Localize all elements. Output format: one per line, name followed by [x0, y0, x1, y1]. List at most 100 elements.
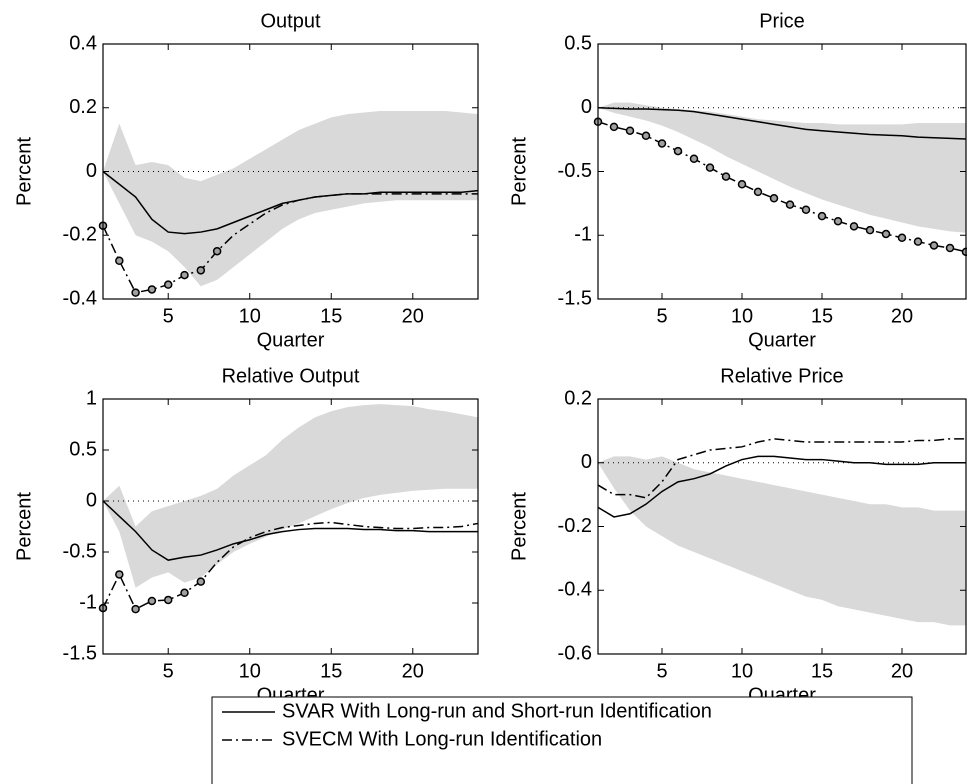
series-line	[102, 170, 479, 235]
series-marker	[212, 246, 222, 256]
confidence-band	[103, 110, 478, 287]
y-tick-label: -1	[574, 224, 592, 246]
confidence-band	[598, 456, 966, 626]
series-marker	[929, 241, 939, 250]
series-marker	[833, 216, 843, 226]
x-tick-label: 5	[656, 660, 667, 682]
legend: SVAR With Long-run and Short-run Identif…	[211, 696, 913, 784]
legend-label: SVECM With Long-run Identification	[282, 728, 602, 750]
y-tick-label: -0.5	[63, 540, 97, 562]
series-marker	[817, 211, 827, 221]
series-marker	[849, 222, 859, 231]
y-axis-label: Percent	[508, 137, 530, 206]
x-tick-label: 15	[320, 305, 342, 327]
axes-frame	[102, 398, 479, 655]
legend-box	[211, 696, 913, 784]
series-marker	[913, 237, 923, 246]
series-marker	[737, 180, 747, 189]
subplot-title: Relative Output	[222, 365, 360, 387]
x-tick-label: 15	[320, 660, 342, 682]
x-axis-label: Quarter	[257, 329, 325, 351]
series-marker	[769, 194, 779, 203]
legend-label: SVAR With Long-run and Short-run Identif…	[282, 700, 712, 722]
subplot: Output Quarter Percent -0.4 -0.2 0 0.2 0.4 5 10 15…	[13, 10, 479, 351]
x-tick-label: 20	[402, 660, 424, 682]
x-tick-label: 20	[402, 305, 424, 327]
x-axis-label: Quarter	[748, 329, 816, 351]
y-axis-label: Percent	[508, 492, 530, 561]
series-marker	[689, 154, 699, 163]
y-tick-label: -0.4	[558, 579, 592, 601]
series-marker	[196, 266, 206, 275]
subplot-title: Output	[260, 10, 320, 32]
x-tick-label: 10	[239, 660, 261, 682]
y-tick-label: 0	[581, 451, 592, 473]
series-marker	[147, 596, 157, 606]
x-tick-label: 5	[163, 660, 174, 682]
y-tick-label: -1	[79, 591, 97, 613]
series-marker	[657, 139, 667, 148]
y-tick-label: -1.5	[558, 287, 592, 309]
y-tick-label: -0.2	[63, 224, 97, 246]
x-tick-label: 20	[891, 660, 913, 682]
y-tick-label: -0.2	[558, 515, 592, 537]
y-tick-label: 0.2	[69, 96, 97, 118]
y-tick-label: 0	[581, 96, 592, 118]
y-tick-label: -0.6	[558, 642, 592, 664]
x-tick-label: 5	[163, 305, 174, 327]
y-tick-label: 0	[86, 489, 97, 511]
series-marker	[673, 146, 683, 156]
subplot: Relative PriceQuarterPercent-0.6-0.4-0.2…	[508, 365, 967, 706]
y-tick-label: -0.5	[558, 160, 592, 182]
series-marker	[641, 131, 651, 141]
series-marker	[163, 280, 173, 289]
y-axis-label: Percent	[13, 137, 35, 206]
series-marker	[180, 270, 189, 280]
series-marker	[609, 122, 619, 132]
subplot: Relative OutputQuarterPercent-1.5-1-0.50…	[13, 365, 479, 706]
y-tick-label: 0.4	[69, 32, 97, 54]
x-tick-label: 15	[811, 660, 833, 682]
x-tick-label: 20	[891, 305, 913, 327]
x-tick-label: 10	[239, 305, 261, 327]
series-marker	[753, 187, 763, 197]
series-marker	[881, 229, 891, 239]
subplot-title: Price	[759, 10, 805, 32]
series-marker	[945, 243, 955, 253]
series-marker	[801, 205, 811, 214]
y-tick-label: 0.5	[69, 438, 97, 460]
series-marker	[163, 595, 173, 605]
x-tick-label: 10	[731, 660, 753, 682]
y-tick-label: 0	[86, 160, 97, 182]
confidence-band	[598, 102, 966, 233]
x-tick-label: 15	[811, 305, 833, 327]
y-tick-label: -0.4	[63, 287, 97, 309]
series-marker	[115, 256, 124, 265]
series-marker	[785, 200, 795, 209]
series-marker	[865, 225, 875, 235]
series-marker	[897, 233, 907, 243]
series-marker	[196, 577, 206, 586]
series-marker	[131, 288, 140, 297]
y-axis-label: Percent	[13, 492, 35, 561]
subplot: Price Quarter Percent -1.5 -1 -0.5 0 0.5 5 10 15 20	[508, 10, 967, 351]
y-tick-label: -1.5	[63, 642, 97, 664]
series-marker	[131, 604, 140, 614]
series-marker	[625, 126, 635, 135]
series-line	[597, 438, 966, 499]
series-marker	[147, 285, 157, 294]
subplot-title: Relative Price	[720, 365, 843, 387]
y-tick-label: 0.2	[564, 387, 592, 409]
x-tick-label: 10	[731, 305, 753, 327]
series-marker	[180, 588, 189, 598]
confidence-band	[103, 404, 478, 588]
series-line	[102, 500, 478, 561]
series-marker	[115, 570, 124, 579]
y-tick-label: 1	[86, 387, 97, 409]
series-line	[597, 455, 966, 518]
x-tick-label: 5	[656, 305, 667, 327]
series-marker	[705, 163, 715, 172]
series-marker	[721, 172, 731, 181]
y-tick-label: 0.5	[564, 32, 592, 54]
